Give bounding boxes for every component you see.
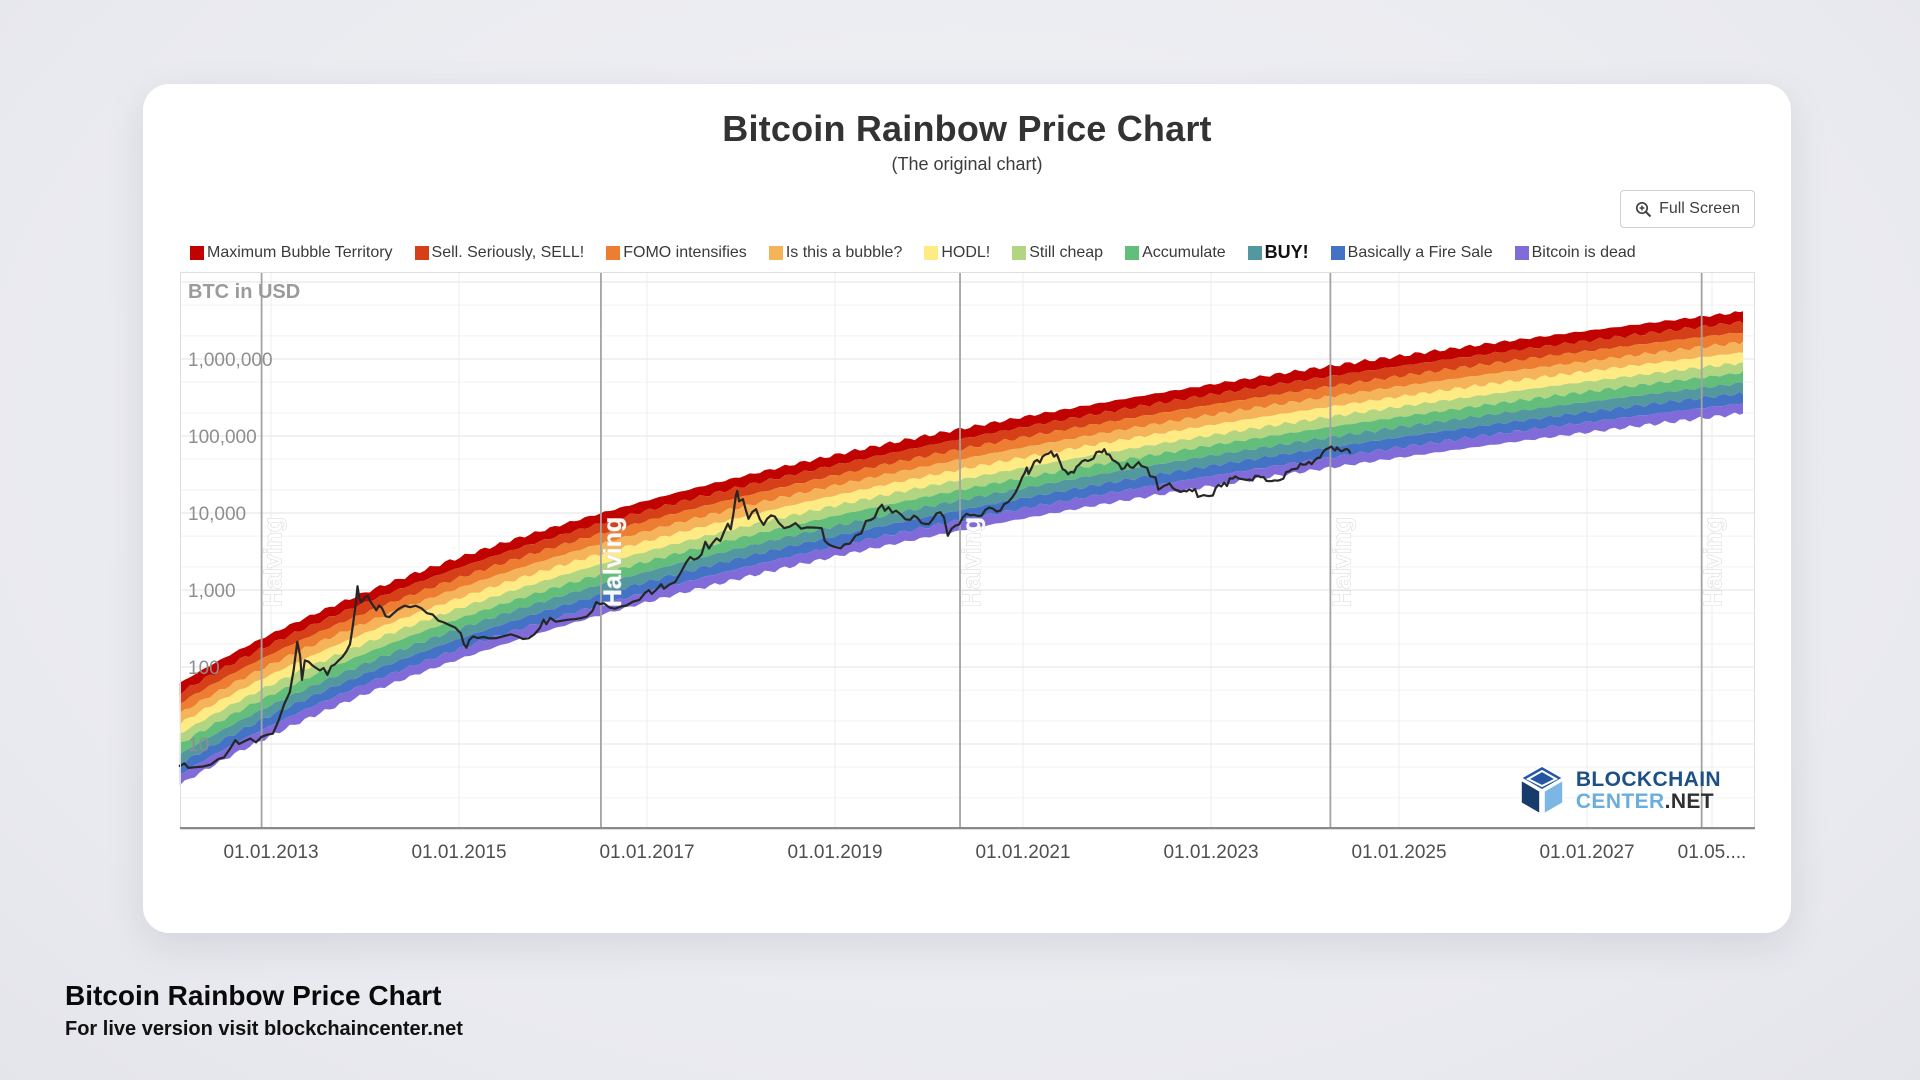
- cube-logo-icon: [1518, 765, 1566, 817]
- legend-item-hodl[interactable]: HODL!: [924, 244, 990, 262]
- plot-area: Halving Halving Halving Halving Halving 1,000…: [178, 272, 1755, 892]
- legend-item-label: Maximum Bubble Territory: [207, 243, 393, 261]
- x-tick-label: 01.01.2019: [787, 842, 882, 863]
- x-tick-label: 01.01.2021: [975, 842, 1070, 863]
- fullscreen-button[interactable]: Full Screen: [1620, 190, 1755, 228]
- legend-item-sell-seriously-sell[interactable]: Sell. Seriously, SELL!: [414, 243, 585, 262]
- legend-item-label: Accumulate: [1142, 243, 1226, 261]
- legend-item-bitcoin-is-dead[interactable]: Bitcoin is dead: [1514, 243, 1636, 262]
- y-axis-title: BTC in USD: [188, 281, 300, 303]
- legend-item-label: Still cheap: [1029, 243, 1104, 261]
- x-tick-label: 01.05....: [1678, 842, 1747, 863]
- legend-item-label: Sell. Seriously, SELL!: [431, 243, 585, 261]
- btc-price-line: [178, 445, 1352, 769]
- legend-item-label: BUY!: [1264, 242, 1309, 262]
- legend-swatch-icon: [414, 245, 429, 260]
- halving-label: Halving: [958, 517, 986, 607]
- logo-suffix: .NET: [1664, 790, 1715, 813]
- legend-item-label: FOMO intensifies: [623, 243, 747, 261]
- halving-label: Halving: [1328, 517, 1356, 607]
- x-tick-label: 01.01.2017: [599, 842, 694, 863]
- blockchaincenter-logo: BLOCKCHAIN CENTER.NET: [1518, 765, 1721, 817]
- y-tick-label: 100: [188, 658, 220, 679]
- x-tick-label: 01.01.2013: [223, 842, 318, 863]
- legend-item-label: Bitcoin is dead: [1531, 243, 1636, 261]
- logo-text: BLOCKCHAIN CENTER.NET: [1576, 769, 1721, 813]
- legend-swatch-icon: [606, 245, 621, 260]
- legend-swatch-icon: [1514, 245, 1529, 260]
- legend-swatch-icon: [190, 245, 204, 260]
- halving-label: Halving: [260, 517, 288, 607]
- page-footer: Bitcoin Rainbow Price Chart For live ver…: [65, 980, 463, 1041]
- y-tick-label: 1,000,000: [188, 350, 273, 371]
- rainbow-chart[interactable]: Halving Halving Halving Halving Halving 1,000…: [178, 272, 1755, 892]
- halving-label: Halving: [1700, 517, 1728, 607]
- x-tick-label: 01.01.2025: [1351, 842, 1446, 863]
- legend-item-label: Basically a Fire Sale: [1347, 243, 1493, 261]
- legend-item-label: Is this a bubble?: [785, 243, 903, 261]
- footer-title: Bitcoin Rainbow Price Chart: [65, 980, 442, 1011]
- legend-item-label: HODL!: [941, 243, 991, 261]
- page-title: Bitcoin Rainbow Price Chart: [722, 108, 1212, 149]
- fullscreen-button-label: Full Screen: [1659, 200, 1740, 217]
- legend-item-fomo-intensifies[interactable]: FOMO intensifies: [606, 244, 747, 262]
- legend-item-is-this-a-bubble[interactable]: Is this a bubble?: [768, 243, 903, 262]
- y-tick-label: 10: [188, 735, 209, 756]
- legend-swatch-icon: [768, 245, 783, 260]
- chart-legend: Maximum Bubble Territory Sell. Seriously,…: [190, 242, 1750, 263]
- x-tick-label: 01.01.2023: [1163, 842, 1258, 863]
- legend-item-maximum-bubble-territory[interactable]: Maximum Bubble Territory: [190, 244, 393, 262]
- legend-swatch-icon: [1012, 245, 1027, 260]
- legend-item-basically-a-fire-sale[interactable]: Basically a Fire Sale: [1330, 243, 1493, 262]
- legend-swatch-icon: [924, 245, 939, 260]
- magnifier-plus-icon: [1635, 201, 1652, 218]
- logo-line2: CENTER: [1575, 790, 1665, 813]
- x-tick-label: 01.01.2015: [411, 842, 506, 863]
- legend-swatch-icon: [1330, 245, 1345, 260]
- legend-item-accumulate[interactable]: Accumulate: [1125, 244, 1226, 262]
- footer-subtitle: For live version visit blockchaincenter.…: [65, 1018, 463, 1040]
- legend-swatch-icon: [1247, 245, 1262, 260]
- y-tick-label: 10,000: [188, 504, 246, 525]
- y-tick-label: 1,000: [188, 581, 236, 602]
- legend-item-still-cheap[interactable]: Still cheap: [1012, 244, 1103, 262]
- logo-line1: BLOCKCHAIN: [1575, 768, 1721, 791]
- legend-item-buy[interactable]: BUY!: [1247, 242, 1309, 263]
- page-subtitle: (The original chart): [891, 154, 1043, 174]
- chart-card: Bitcoin Rainbow Price Chart (The origina…: [143, 84, 1791, 933]
- legend-swatch-icon: [1125, 245, 1140, 260]
- x-tick-label: 01.01.2027: [1539, 842, 1634, 863]
- halving-label: Halving: [599, 517, 627, 607]
- y-tick-label: 100,000: [188, 427, 257, 448]
